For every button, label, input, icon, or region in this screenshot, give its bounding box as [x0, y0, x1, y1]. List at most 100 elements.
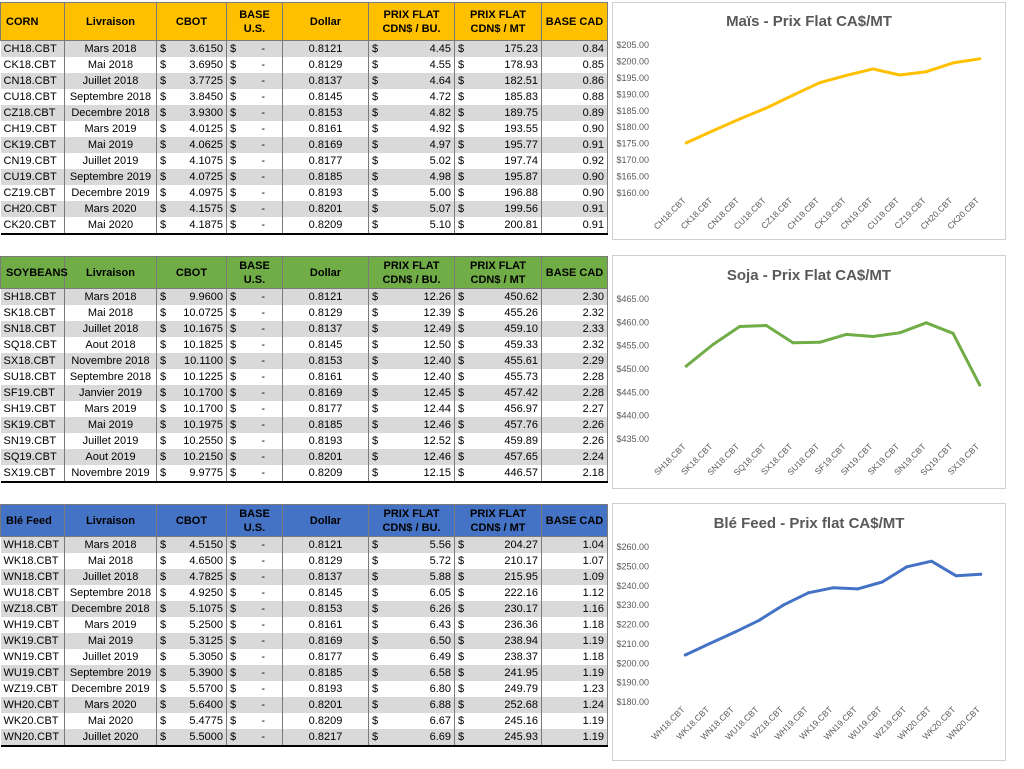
base-cad-cell: 0.92: [541, 153, 608, 169]
base-us-cell: $ -: [226, 105, 283, 121]
cbot-cell: $10.1675: [156, 321, 227, 337]
header-base-us: BASE U.S.: [226, 2, 283, 41]
flat-mt-cell: $196.88: [454, 185, 542, 201]
data-point: [733, 630, 736, 634]
currency-sign: $: [372, 587, 379, 599]
currency-sign: $: [230, 539, 237, 551]
base-us-cell: $ -: [226, 665, 283, 681]
delivery-month-cell: Decembre 2018: [64, 601, 157, 617]
base-us-cell: $ -: [226, 169, 283, 185]
delivery-month-cell: Juillet 2018: [64, 73, 157, 89]
flat-mt-cell: $252.68: [454, 697, 542, 713]
base-cad-cell: 2.32: [541, 337, 608, 353]
contract-cell: SQ19.CBT: [0, 449, 65, 465]
base-us-cell: $ -: [226, 633, 283, 649]
delivery-month-cell: Decembre 2018: [64, 105, 157, 121]
flat-bu-cell: $12.46: [368, 449, 455, 465]
currency-sign: $: [230, 123, 237, 135]
flat-mt-cell: $459.33: [454, 337, 542, 353]
chart-title: Blé Feed - Prix flat CA$/MT: [714, 515, 905, 532]
corn-price-table: CORN Livraison CBOT BASE U.S. Dollar PRI…: [0, 2, 608, 235]
flat-bu-cell: $12.52: [368, 433, 455, 449]
contract-cell: CK19.CBT: [0, 137, 65, 153]
y-tick-label: $435.00: [616, 434, 649, 444]
currency-sign: $: [372, 355, 379, 367]
delivery-month-cell: Juillet 2020: [64, 729, 157, 747]
contract-cell: SF19.CBT: [0, 385, 65, 401]
currency-sign: $: [458, 635, 465, 647]
dollar-cell: 0.8129: [282, 305, 369, 321]
cbot-cell: $10.0725: [156, 305, 227, 321]
delivery-month-cell: Septembre 2019: [64, 665, 157, 681]
y-tick-label: $465.00: [616, 294, 649, 304]
currency-sign: $: [230, 355, 237, 367]
currency-sign: $: [230, 587, 237, 599]
contract-cell: WN20.CBT: [0, 729, 65, 747]
currency-sign: $: [372, 555, 379, 567]
currency-sign: $: [160, 307, 167, 319]
header-base-cad: BASE CAD: [541, 256, 608, 289]
currency-sign: $: [458, 571, 465, 583]
currency-sign: $: [160, 571, 167, 583]
currency-sign: $: [458, 339, 465, 351]
delivery-month-cell: Mai 2019: [64, 633, 157, 649]
flat-bu-cell: $4.98: [368, 169, 455, 185]
contract-cell: WU19.CBT: [0, 665, 65, 681]
currency-sign: $: [160, 91, 167, 103]
table-row: SK19.CBT Mai 2019 $10.1975 $ -0.8185 $12.46 $4…: [0, 417, 608, 433]
dollar-cell: 0.8121: [282, 536, 369, 553]
cbot-cell: $5.3050: [156, 649, 227, 665]
y-tick-label: $160.00: [616, 188, 649, 198]
delivery-month-cell: Mai 2020: [64, 217, 157, 235]
dollar-cell: 0.8185: [282, 417, 369, 433]
cbot-cell: $5.6400: [156, 697, 227, 713]
y-tick-label: $260.00: [616, 542, 649, 552]
delivery-month-cell: Septembre 2018: [64, 369, 157, 385]
currency-sign: $: [458, 603, 465, 615]
dollar-cell: 0.8209: [282, 217, 369, 235]
table-row: WN20.CBT Juillet 2020 $5.5000 $ -0.8217 $6.69…: [0, 729, 608, 747]
currency-sign: $: [160, 403, 167, 415]
table-row: SN19.CBT Juillet 2019 $10.2550 $ -0.8193 $12.…: [0, 433, 608, 449]
currency-sign: $: [230, 139, 237, 151]
y-tick-label: $190.00: [616, 89, 649, 99]
table-row: WZ18.CBT Decembre 2018 $5.1075 $ -0.8153 $6.2…: [0, 601, 608, 617]
header-prix-flat-mt: PRIX FLAT CDN$ / MT: [454, 504, 542, 537]
series-line: [684, 321, 982, 387]
currency-sign: $: [458, 91, 465, 103]
base-us-cell: $ -: [226, 713, 283, 729]
table-row: SU18.CBT Septembre 2018 $10.1225 $ -0.8161 $1…: [0, 369, 608, 385]
table-row: SQ19.CBT Aout 2019 $10.2150 $ -0.8201 $12.46 $…: [0, 449, 608, 465]
table-row: WU18.CBT Septembre 2018 $4.9250 $ -0.8145 $6.…: [0, 585, 608, 601]
currency-sign: $: [230, 219, 237, 231]
wheat-chart: Blé Feed - Prix flat CA$/MT $180.00 $190.0…: [612, 503, 1006, 761]
corn-title: CORN: [0, 2, 65, 41]
wheat-header-row: Blé Feed Livraison CBOT BASE U.S. Dollar…: [0, 504, 608, 537]
header-prix-flat-bu: PRIX FLAT CDN$ / BU.: [368, 256, 455, 289]
flat-mt-cell: $222.16: [454, 585, 542, 601]
data-point: [978, 57, 982, 61]
delivery-month-cell: Mars 2020: [64, 697, 157, 713]
flat-bu-cell: $6.88: [368, 697, 455, 713]
currency-sign: $: [458, 171, 465, 183]
base-cad-cell: 1.07: [541, 553, 608, 569]
cbot-cell: $5.3900: [156, 665, 227, 681]
currency-sign: $: [160, 43, 167, 55]
base-cad-cell: 0.90: [541, 169, 608, 185]
cbot-cell: $10.1225: [156, 369, 227, 385]
table-row: SK18.CBT Mai 2018 $10.0725 $ -0.8129 $12.39 $4…: [0, 305, 608, 321]
currency-sign: $: [160, 467, 167, 479]
dollar-cell: 0.8169: [282, 385, 369, 401]
dollar-cell: 0.8185: [282, 169, 369, 185]
currency-sign: $: [230, 171, 237, 183]
base-cad-cell: 0.84: [541, 40, 608, 57]
currency-sign: $: [160, 683, 167, 695]
base-cad-cell: 1.24: [541, 697, 608, 713]
currency-sign: $: [458, 619, 465, 631]
base-cad-cell: 1.04: [541, 536, 608, 553]
flat-bu-cell: $12.40: [368, 353, 455, 369]
contract-cell: SK18.CBT: [0, 305, 65, 321]
currency-sign: $: [458, 403, 465, 415]
flat-bu-cell: $4.45: [368, 40, 455, 57]
base-cad-cell: 1.12: [541, 585, 608, 601]
